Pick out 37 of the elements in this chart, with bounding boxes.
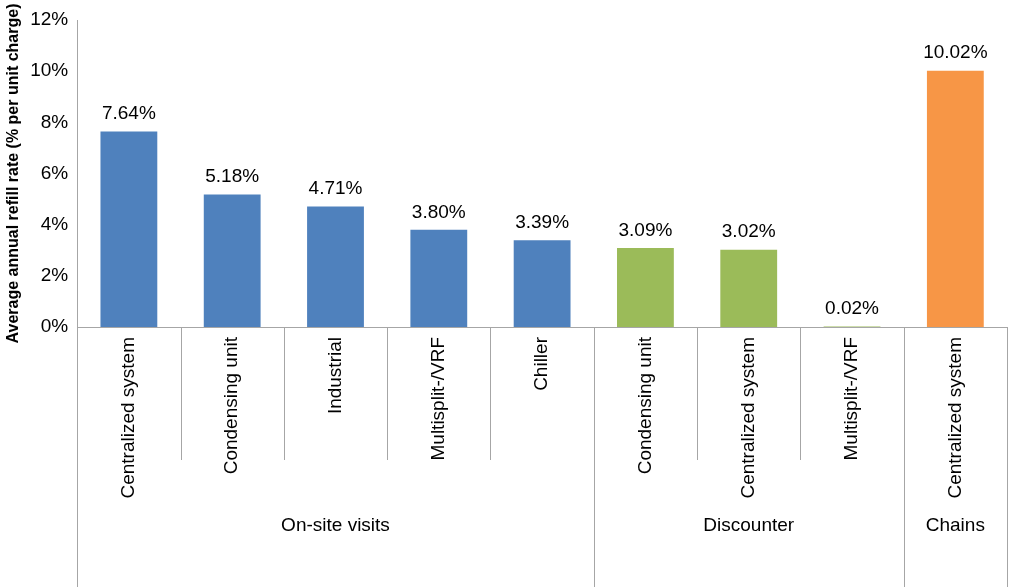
data-label: 3.02% xyxy=(721,220,776,242)
x-tick-label: Condensing unit xyxy=(220,336,242,475)
x-tick-label: Condensing unit xyxy=(633,336,655,475)
y-tick-label: 10% xyxy=(30,59,69,81)
x-tick-label: Multisplit-/VRF xyxy=(840,337,862,461)
x-tick-label: Chiller xyxy=(530,336,552,391)
y-tick-label: 4% xyxy=(40,212,69,234)
x-tick-label: Centralized system xyxy=(736,337,758,499)
data-label: 3.09% xyxy=(618,218,673,240)
data-label: 10.02% xyxy=(923,41,988,63)
bar xyxy=(617,247,674,327)
bar xyxy=(513,240,571,327)
data-label: 3.80% xyxy=(411,200,466,222)
text: Discounter xyxy=(703,513,795,535)
y-tick-label: 2% xyxy=(40,264,69,286)
text: On-site visits xyxy=(281,513,390,535)
text: Chains xyxy=(925,513,985,535)
x-tick-label: Multisplit-/VRF xyxy=(427,337,449,461)
bar xyxy=(926,70,984,327)
bar xyxy=(203,194,261,327)
y-tick-label: 8% xyxy=(40,110,69,132)
data-label: 4.71% xyxy=(308,177,363,199)
x-tick-label: Industrial xyxy=(323,337,345,415)
x-tick-label: Centralized system xyxy=(117,337,139,499)
data-label: 7.64% xyxy=(101,102,156,124)
data-label: 0.02% xyxy=(825,297,880,319)
bar xyxy=(410,229,468,327)
data-label: 3.39% xyxy=(515,211,570,233)
y-tick-label: 12% xyxy=(30,8,69,30)
bar xyxy=(307,206,364,327)
bar xyxy=(720,249,778,327)
y-axis-title: Average annual refill rate (% per unit charge) xyxy=(4,3,22,344)
data-label: 5.18% xyxy=(205,165,260,187)
y-tick-label: 6% xyxy=(40,161,69,183)
y-tick-label: 0% xyxy=(40,315,69,337)
x-tick-label: Centralized system xyxy=(943,337,965,499)
bar xyxy=(100,131,158,327)
